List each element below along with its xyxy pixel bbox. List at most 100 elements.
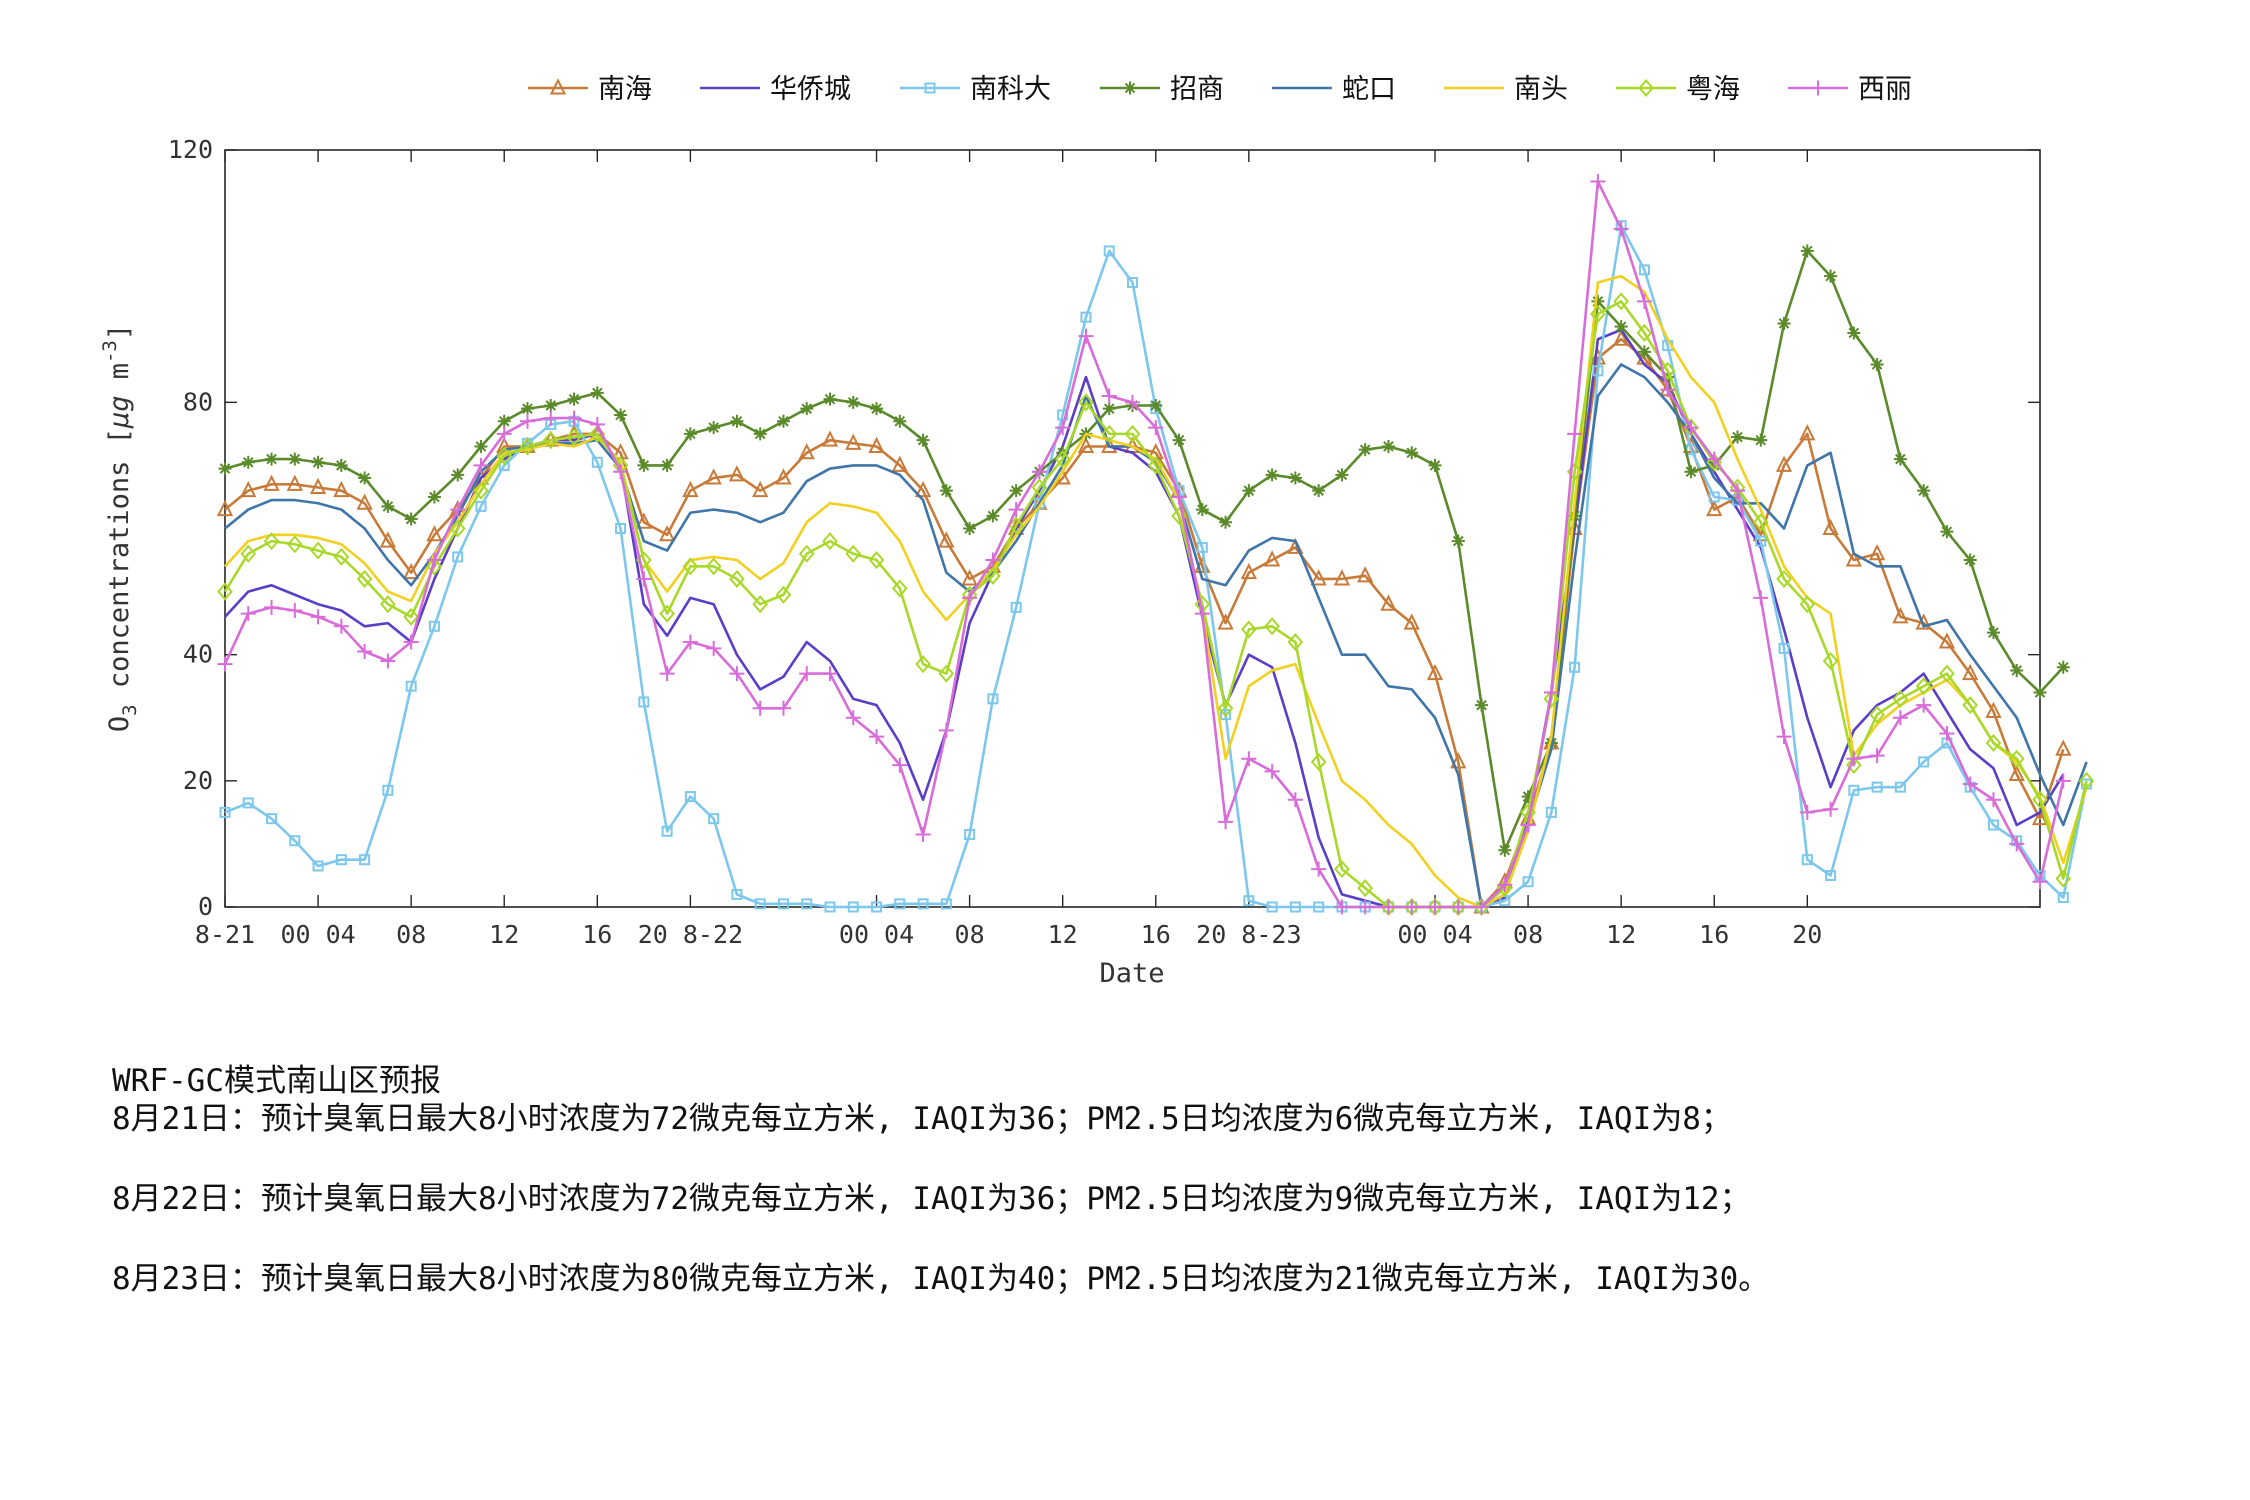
legend-marker: [1123, 81, 1137, 95]
data-point: [335, 854, 347, 866]
data-point: [1287, 792, 1303, 808]
data-point: [1706, 499, 1723, 517]
series-line: [223, 300, 2088, 909]
data-point: [333, 480, 350, 498]
data-point: [1242, 484, 1256, 498]
legend-entry: 南海: [528, 74, 652, 105]
forecast-line-0822: 8月22日：预计臭氧日最大8小时浓度为72微克每立方米, IAQI为36；PM2…: [112, 1181, 1751, 1217]
data-point: [1986, 626, 2000, 640]
data-point: [1708, 491, 1720, 503]
data-point: [1638, 264, 1650, 276]
data-point: [1940, 525, 1954, 539]
data-point: [1101, 424, 1118, 443]
data-point: [1428, 458, 1442, 472]
data-point: [845, 544, 862, 563]
data-point: [1894, 781, 1906, 793]
series-line: [224, 224, 2088, 909]
data-point: [1893, 452, 1907, 466]
data-point: [310, 541, 326, 560]
data-point: [1310, 752, 1327, 771]
data-point: [707, 421, 721, 435]
x-tick-label: 12: [489, 920, 519, 949]
data-point: [845, 710, 861, 726]
data-point: [1962, 663, 1979, 681]
data-point: [219, 806, 231, 818]
data-point: [1847, 326, 1861, 340]
legend-entry: 粤海: [1616, 74, 1740, 105]
data-point: [1240, 562, 1257, 580]
data-point: [728, 465, 746, 482]
data-point: [1962, 776, 1978, 792]
data-point: [964, 828, 976, 840]
data-point: [1522, 876, 1534, 888]
y-tick-label: 80: [183, 387, 213, 416]
data-point: [240, 480, 257, 498]
data-point: [405, 680, 417, 692]
data-point: [241, 455, 255, 469]
data-point: [798, 443, 815, 460]
x-tick-label: 00 04: [1397, 920, 1472, 949]
data-point: [380, 653, 396, 669]
legend-marker: [924, 82, 936, 94]
data-point: [265, 452, 279, 466]
data-point: [1241, 751, 1257, 767]
legend-label: 南科大: [970, 74, 1051, 105]
data-point: [358, 471, 372, 485]
legend-label: 西丽: [1858, 74, 1912, 105]
legend-marker: [1638, 78, 1654, 98]
data-point: [1148, 420, 1164, 436]
data-point: [1753, 590, 1769, 606]
data-point: [544, 398, 558, 412]
data-point: [1403, 613, 1420, 630]
data-point: [1124, 424, 1141, 443]
data-point: [1287, 633, 1304, 652]
data-point: [240, 544, 257, 563]
data-point: [1938, 632, 1956, 649]
data-point: [2033, 686, 2047, 700]
data-point: [1520, 817, 1536, 833]
data-point: [1241, 620, 1257, 639]
data-point: [286, 535, 303, 554]
data-point: [1799, 424, 1816, 441]
y-tick-label: 40: [183, 640, 213, 669]
data-point: [684, 791, 696, 803]
data-point: [658, 525, 676, 542]
data-point: [287, 603, 303, 619]
data-point: [1776, 569, 1792, 588]
data-point: [705, 468, 722, 485]
data-point: [1869, 748, 1885, 764]
data-point: [682, 634, 698, 650]
data-point: [1127, 276, 1138, 288]
data-point: [1987, 819, 1999, 831]
data-point: [379, 531, 397, 548]
data-point: [1590, 174, 1606, 190]
forecast-line-0821: 8月21日：预计臭氧日最大8小时浓度为72微克每立方米, IAQI为36；PM2…: [112, 1101, 1732, 1137]
data-point: [1543, 685, 1559, 701]
data-point: [1217, 699, 1234, 718]
data-point: [938, 722, 954, 738]
y-tick-label: 20: [183, 766, 213, 795]
data-point: [381, 499, 395, 513]
data-point: [1915, 677, 1932, 696]
data-point: [1636, 293, 1652, 309]
data-point: [1195, 503, 1209, 517]
data-point: [2009, 836, 2025, 852]
data-point: [801, 898, 813, 910]
data-point: [682, 557, 699, 576]
data-point: [1358, 443, 1372, 457]
data-point: [1263, 550, 1281, 567]
data-point: [1799, 804, 1815, 820]
data-point: [428, 620, 440, 632]
data-point: [426, 557, 443, 576]
data-point: [1822, 651, 1839, 671]
data-point: [661, 825, 673, 837]
data-point: [1613, 221, 1629, 237]
data-point: [729, 569, 745, 588]
data-point: [312, 860, 324, 872]
x-tick-label: 20 8-23: [1196, 920, 1301, 949]
data-point: [822, 666, 838, 682]
data-point: [1474, 899, 1490, 915]
data-point: [403, 634, 419, 650]
data-point: [659, 604, 675, 623]
data-point: [1008, 502, 1024, 518]
